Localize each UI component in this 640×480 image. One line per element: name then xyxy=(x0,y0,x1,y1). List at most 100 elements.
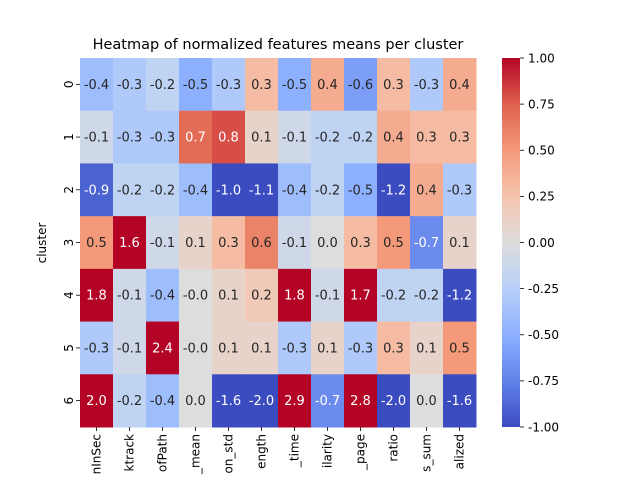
colorbar-tick-label: 0.50 xyxy=(528,144,555,158)
cell-value-label: 0.3 xyxy=(416,131,437,146)
heatmap-cell xyxy=(443,268,477,323)
x-tick-label: on_std xyxy=(222,434,236,474)
heatmap-cell xyxy=(443,374,477,428)
cell-value-label: 0.1 xyxy=(251,341,272,356)
cell-value-label: -0.2 xyxy=(315,131,340,146)
colorbar: -1.00 -0.75 -0.50 -0.25 0.00 0.25 0.50 0.75 1.00 xyxy=(502,51,559,434)
colorbar-tick-label: 1.00 xyxy=(528,51,555,65)
heatmap-cell xyxy=(278,268,312,323)
x-tick-label: _mean xyxy=(189,434,203,475)
heatmap-cell xyxy=(410,374,444,428)
colorbar-gradient xyxy=(502,58,520,427)
cell-value-label: 1.8 xyxy=(86,289,107,304)
heatmap-cell xyxy=(377,110,411,164)
heatmap-cell xyxy=(80,374,114,428)
heatmap-cell xyxy=(245,321,279,375)
colorbar-tick-label: -1.00 xyxy=(528,420,559,434)
cell-value-label: -0.2 xyxy=(348,131,373,146)
heatmap-cell xyxy=(113,268,147,323)
cell-value-label: 0.1 xyxy=(317,341,338,356)
heatmap-cell xyxy=(377,268,411,323)
heatmap-cell xyxy=(377,374,411,428)
cell-value-label: -1.2 xyxy=(381,183,406,198)
cell-value-label: -0.0 xyxy=(183,289,208,304)
y-axis-label: cluster xyxy=(35,223,49,264)
heatmap-cell xyxy=(146,216,180,270)
heatmap-cell xyxy=(311,374,345,428)
cell-value-label: 0.4 xyxy=(416,183,437,198)
heatmap-cell xyxy=(80,163,114,217)
cell-value-label: 0.6 xyxy=(251,236,272,251)
cell-value-label: -0.9 xyxy=(84,183,109,198)
x-tick-label: alized xyxy=(453,434,467,469)
heatmap-cell xyxy=(80,321,114,375)
heatmap-cell xyxy=(377,58,411,112)
colorbar-tick-label: -0.50 xyxy=(528,328,559,342)
cell-value-label: -1.6 xyxy=(216,394,241,409)
heatmap-cell xyxy=(146,321,180,375)
cell-value-label: -0.2 xyxy=(381,289,406,304)
heatmap-cell xyxy=(146,58,180,112)
cell-value-label: 0.0 xyxy=(416,394,437,409)
x-tick-label: _page xyxy=(354,434,368,471)
heatmap-cell xyxy=(179,58,213,112)
cell-value-label: 0.1 xyxy=(449,236,470,251)
cell-value-label: -0.3 xyxy=(84,341,109,356)
cell-value-label: 0.0 xyxy=(185,394,206,409)
cell-value-label: 0.3 xyxy=(218,236,239,251)
heatmap-cell xyxy=(344,163,378,217)
cell-value-label: 0.3 xyxy=(383,341,404,356)
cell-value-label: 0.8 xyxy=(218,131,239,146)
cell-value-label: -0.1 xyxy=(117,289,142,304)
heatmap-cell xyxy=(212,110,246,164)
cell-value-label: 2.8 xyxy=(350,394,371,409)
heatmap-cell xyxy=(410,268,444,323)
x-tick-label: nInSec xyxy=(90,434,104,474)
cell-value-label: -1.0 xyxy=(216,183,241,198)
cell-value-label: 0.3 xyxy=(383,78,404,93)
heatmap-cell xyxy=(80,268,114,323)
heatmap-cell xyxy=(344,268,378,323)
heatmap-cell xyxy=(443,321,477,375)
heatmap-cell xyxy=(443,58,477,112)
heatmap-cell xyxy=(344,321,378,375)
x-tick-label: ilarity xyxy=(321,434,335,468)
cell-value-label: 0.1 xyxy=(416,341,437,356)
cell-value-label: -0.3 xyxy=(150,131,175,146)
cell-value-label: 0.5 xyxy=(449,341,470,356)
cell-value-label: -0.5 xyxy=(282,78,307,93)
heatmap-cell xyxy=(179,374,213,428)
cell-value-label: -0.3 xyxy=(216,78,241,93)
cell-value-label: -0.7 xyxy=(414,236,439,251)
heatmap-cell xyxy=(377,216,411,270)
heatmap-cell xyxy=(146,110,180,164)
heatmap-cell xyxy=(311,58,345,112)
cell-value-label: -0.5 xyxy=(183,78,208,93)
cell-value-label: 0.5 xyxy=(383,236,404,251)
heatmap-cell xyxy=(410,163,444,217)
heatmap-cells: -0.4 -0.3 -0.2 -0.5 -0.3 0.3 -0.5 0.4 -0.6 0.3 -0.… xyxy=(80,58,477,428)
heatmap-cell xyxy=(344,110,378,164)
heatmap-cell xyxy=(311,268,345,323)
colorbar-tick-label: -0.75 xyxy=(528,374,559,388)
x-tick-label: s_sum xyxy=(420,434,434,472)
heatmap-cell xyxy=(311,321,345,375)
colorbar-tick-label: -0.25 xyxy=(528,282,559,296)
heatmap-cell xyxy=(410,58,444,112)
heatmap-cell xyxy=(179,110,213,164)
x-tick-label: ktrack xyxy=(123,434,137,472)
heatmap-cell xyxy=(245,216,279,270)
heatmap-cell xyxy=(410,321,444,375)
heatmap-cell xyxy=(179,163,213,217)
heatmap-cell xyxy=(113,163,147,217)
cell-value-label: 0.0 xyxy=(317,236,338,251)
heatmap-cell xyxy=(179,216,213,270)
heatmap-cell xyxy=(146,268,180,323)
heatmap-cell xyxy=(212,321,246,375)
cell-value-label: -0.5 xyxy=(348,183,373,198)
heatmap-cell xyxy=(410,110,444,164)
heatmap-cell xyxy=(311,216,345,270)
heatmap-cell xyxy=(344,216,378,270)
heatmap-cell xyxy=(278,374,312,428)
